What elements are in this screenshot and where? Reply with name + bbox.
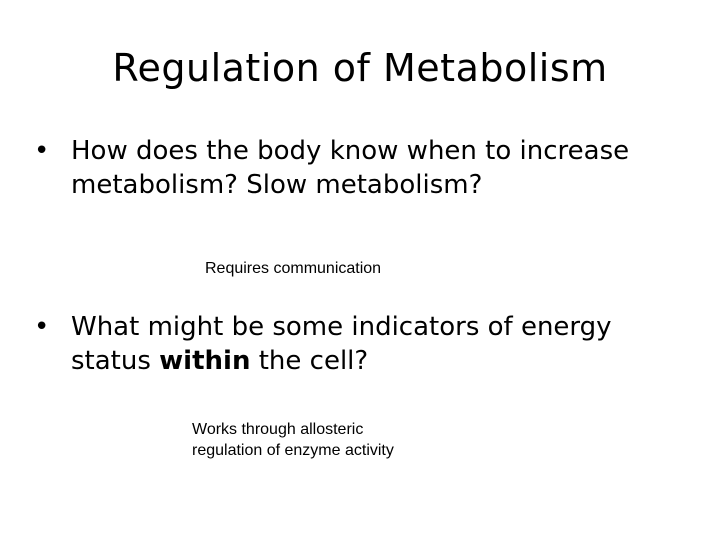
bullet-text-emphasis: within xyxy=(159,346,251,376)
note-text: Works through allosteric regulation of e… xyxy=(192,421,394,459)
note-text: Requires communication xyxy=(205,260,382,277)
bullet-marker: • xyxy=(34,136,50,166)
bullet-marker: • xyxy=(34,312,50,342)
bullet-text-part: What might be some indicators of energy … xyxy=(71,312,612,376)
bullet-text-part: the cell? xyxy=(250,346,369,376)
bullet-text: How does the body know when to increase … xyxy=(71,136,630,200)
slide-title: Regulation of Metabolism xyxy=(112,46,608,90)
bullet-text: What might be some indicators of energy … xyxy=(71,310,694,378)
bullet-item: • What might be some indicators of energ… xyxy=(34,310,694,378)
bullet-item: • How does the body know when to increas… xyxy=(34,134,694,202)
